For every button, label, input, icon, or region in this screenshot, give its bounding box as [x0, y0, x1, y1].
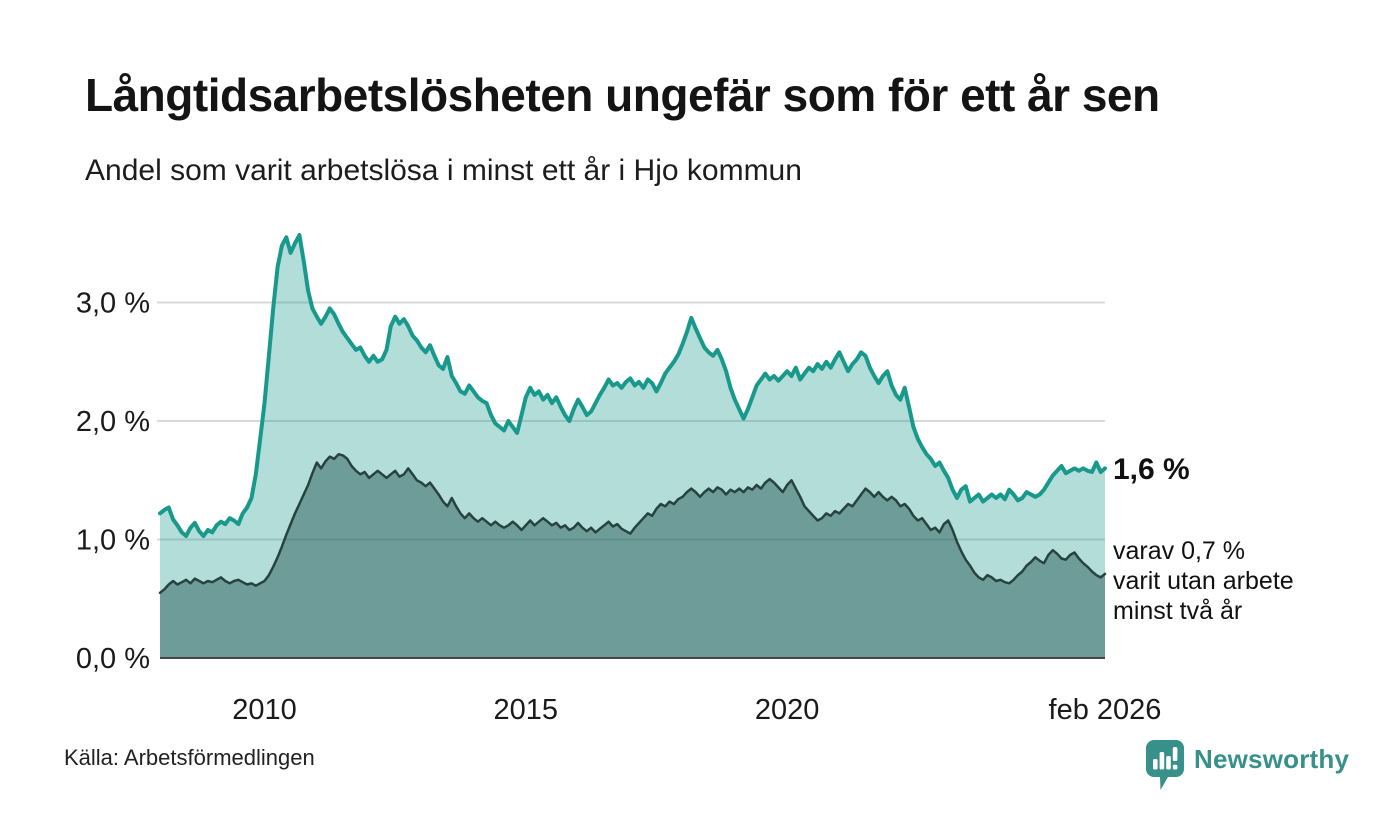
y-tick-label: 1,0 % [76, 525, 150, 557]
minst-tva-ar-line [158, 452, 1107, 595]
newsworthy-icon [1146, 740, 1184, 790]
secondary-series-annotation: varav 0,7 % varit utan arbete minst två … [1113, 536, 1363, 626]
x-tick-label: feb 2026 [1049, 694, 1162, 726]
secondary-annotation-line2: varit utan arbete [1113, 567, 1294, 595]
page-title: Långtidsarbetslösheten ungefär som för e… [85, 69, 1160, 121]
x-tick-label: 2010 [232, 694, 297, 726]
secondary-annotation-line3: minst två år [1113, 597, 1243, 625]
source-label: Källa: Arbetsförmedlingen [64, 745, 315, 770]
y-tick-label: 3,0 % [76, 288, 150, 320]
y-tick-label: 0,0 % [76, 643, 150, 675]
minst-tva-ar-area [160, 454, 1105, 658]
minst-ett-ar-area [160, 235, 1105, 658]
latest-value-label: 1,6 % [1113, 453, 1190, 486]
secondary-annotation-line1: varav 0,7 % [1113, 537, 1246, 565]
newsworthy-logo: Newsworthy [1145, 739, 1349, 791]
y-tick-label: 2,0 % [76, 406, 150, 438]
newsworthy-wordmark: Newsworthy [1194, 744, 1350, 774]
x-tick-label: 2020 [755, 694, 820, 726]
minst-ett-ar-line [158, 233, 1107, 538]
x-tick-label: 2015 [494, 694, 559, 726]
chart-subtitle: Andel som varit arbetslösa i minst ett å… [85, 154, 802, 187]
